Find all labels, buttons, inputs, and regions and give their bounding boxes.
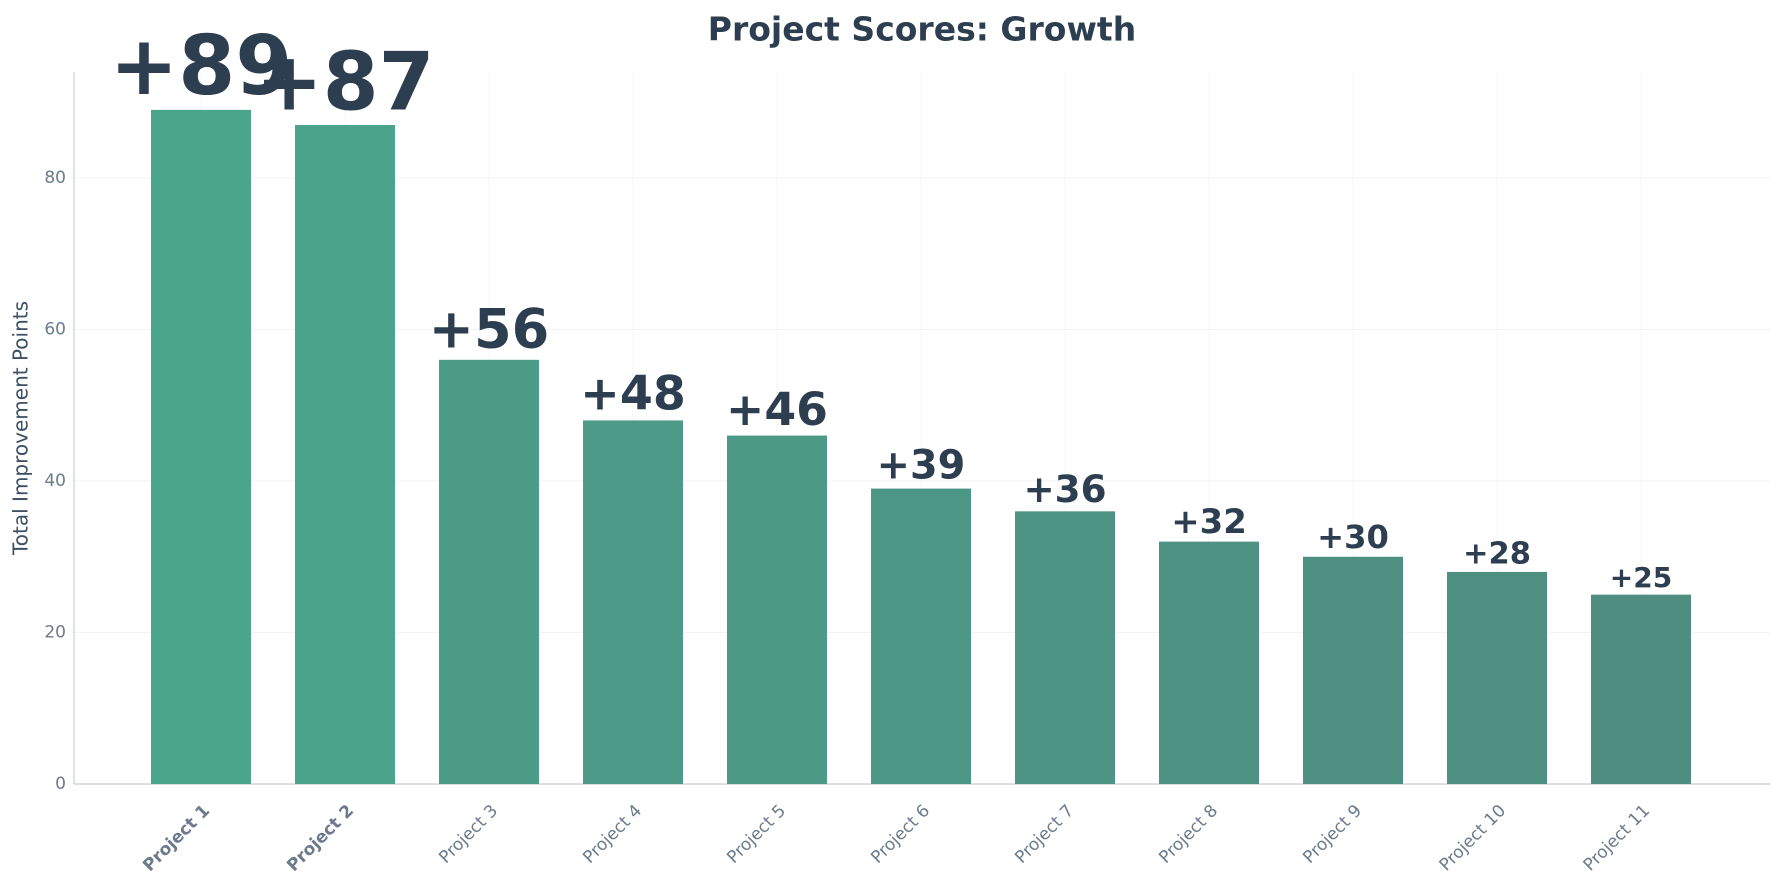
value-label: +32 [1171,502,1247,541]
value-label: +39 [877,442,966,488]
x-tick-label: Project 11 [1580,801,1654,875]
x-tick-label: Project 4 [579,801,646,868]
x-tick-label: Project 5 [723,801,790,868]
value-label: +30 [1317,518,1389,556]
value-label: +56 [429,298,550,361]
bar [295,125,395,784]
y-tick-label: 60 [44,320,66,340]
y-tick-label: 0 [55,774,66,794]
bar [1015,511,1115,784]
x-tick-label: Project 7 [1011,801,1078,868]
bar [439,359,539,784]
bar [871,488,971,784]
bar [1303,556,1403,784]
value-label: +89 [110,19,293,114]
x-tick-label: Project 2 [283,801,358,876]
bar [1159,541,1259,784]
bar [151,109,251,785]
value-label: +46 [726,383,828,436]
value-label: +87 [255,34,434,128]
x-tick-label: Project 1 [139,801,214,876]
x-tick-label: Project 10 [1436,801,1510,875]
bar [1591,594,1691,784]
y-tick-label: 20 [44,623,66,643]
y-tick-label: 80 [44,168,66,188]
x-tick-label: Project 6 [867,801,934,868]
value-label: +28 [1463,537,1531,572]
value-label: +36 [1023,467,1106,511]
bar [727,435,827,784]
chart-title: Project Scores: Growth [708,10,1136,49]
value-label: +48 [580,367,686,422]
value-label: +25 [1610,561,1672,594]
y-axis-label: Total Improvement Points [9,301,33,556]
x-tick-label: Project 3 [435,801,502,868]
x-tick-label: Project 8 [1155,801,1222,868]
y-tick-label: 40 [44,471,66,491]
bar [1447,571,1547,784]
bar [583,420,683,784]
x-tick-label: Project 9 [1299,801,1366,868]
